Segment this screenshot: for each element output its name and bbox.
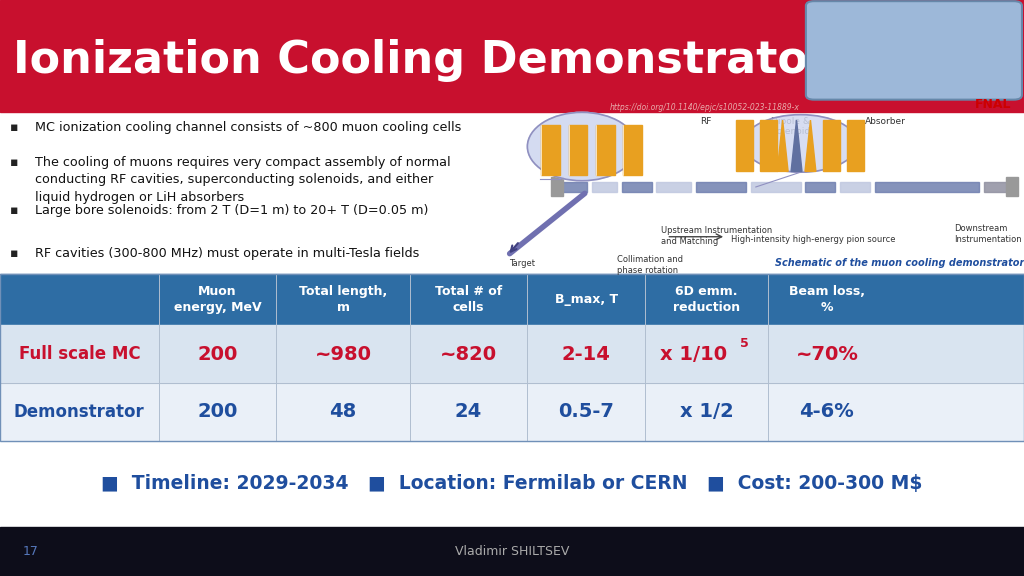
Text: ~820: ~820 xyxy=(440,345,497,363)
Bar xyxy=(568,125,588,175)
Text: ▪: ▪ xyxy=(10,156,18,169)
Text: Full scale MC: Full scale MC xyxy=(18,345,140,363)
Text: Large bore solenoids: from 2 T (D=1 m) to 20+ T (D=0.05 m): Large bore solenoids: from 2 T (D=1 m) t… xyxy=(35,204,428,218)
Text: The cooling of muons requires very compact assembly of normal
conducting RF cavi: The cooling of muons requires very compa… xyxy=(35,156,451,203)
Text: Ionization Cooling Demonstrator: Ionization Cooling Demonstrator xyxy=(13,39,830,82)
Bar xyxy=(823,120,841,172)
Text: MC ionization cooling channel consists of ~800 muon cooling cells: MC ionization cooling channel consists o… xyxy=(35,121,461,134)
Bar xyxy=(0,274,1024,325)
Bar xyxy=(592,181,616,192)
Bar xyxy=(0,274,1024,441)
Text: Collimation and
phase rotation: Collimation and phase rotation xyxy=(616,255,683,275)
Text: 24: 24 xyxy=(455,403,482,421)
Text: Upstream Instrumentation
and Matching: Upstream Instrumentation and Matching xyxy=(662,226,773,246)
Text: Total length,
m: Total length, m xyxy=(299,285,387,314)
Bar xyxy=(0,527,1024,576)
Text: 2-14: 2-14 xyxy=(562,345,610,363)
Text: 48: 48 xyxy=(330,403,356,421)
Ellipse shape xyxy=(527,112,637,181)
Text: 5: 5 xyxy=(740,338,750,350)
Text: 6D emm.
reduction: 6D emm. reduction xyxy=(673,285,740,314)
Bar xyxy=(542,125,560,175)
Text: https://doi.org/10.1140/epjc/s10052-023-11889-x: https://doi.org/10.1140/epjc/s10052-023-… xyxy=(609,103,799,112)
Bar xyxy=(874,181,979,192)
Text: ▪: ▪ xyxy=(10,274,18,287)
Text: 200: 200 xyxy=(198,403,238,421)
Text: High-intensity high-energy pion source: High-intensity high-energy pion source xyxy=(731,235,895,244)
Polygon shape xyxy=(792,120,802,172)
Bar xyxy=(1006,177,1018,196)
Text: FNAL: FNAL xyxy=(975,97,1012,111)
Text: Muon
energy, MeV: Muon energy, MeV xyxy=(174,285,261,314)
Bar xyxy=(551,177,563,196)
Text: ■  Timeline: 2029-2034   ■  Location: Fermilab or CERN   ■  Cost: 200-300 M$: ■ Timeline: 2029-2034 ■ Location: Fermil… xyxy=(101,475,923,493)
Text: x 1/2: x 1/2 xyxy=(680,403,733,421)
Bar xyxy=(984,181,1014,192)
FancyBboxPatch shape xyxy=(806,1,1022,100)
Text: RF cavities (300-800 MHz) must operate in multi-Tesla fields: RF cavities (300-800 MHz) must operate i… xyxy=(35,247,419,260)
Text: RF: RF xyxy=(700,117,712,126)
Polygon shape xyxy=(777,120,788,172)
Text: 0.5-7: 0.5-7 xyxy=(558,403,614,421)
Text: ▪: ▪ xyxy=(10,121,18,134)
Text: Vladimir SHILTSEV: Vladimir SHILTSEV xyxy=(455,545,569,558)
Bar xyxy=(0,383,1024,441)
Bar xyxy=(562,181,587,192)
Text: B_max, T: B_max, T xyxy=(555,293,617,306)
Text: 4-6%: 4-6% xyxy=(800,403,854,421)
Bar xyxy=(751,181,801,192)
Text: Total # of
cells: Total # of cells xyxy=(435,285,502,314)
Bar xyxy=(696,181,745,192)
Text: ▪: ▪ xyxy=(10,204,18,218)
Bar xyxy=(841,181,870,192)
Bar xyxy=(0,0,1024,112)
Text: Target: Target xyxy=(509,259,536,267)
Text: Demonstrator: Demonstrator xyxy=(14,403,144,421)
Polygon shape xyxy=(805,120,816,172)
Text: 17: 17 xyxy=(23,545,39,558)
Bar xyxy=(622,181,651,192)
Ellipse shape xyxy=(743,115,858,172)
Text: Downstream
Instrumentation: Downstream Instrumentation xyxy=(954,224,1022,244)
Text: Wedge-shaped  absorbers must and large muon beam intensities: Wedge-shaped absorbers must and large mu… xyxy=(35,274,454,287)
Bar xyxy=(736,120,754,172)
Text: Schematic of the muon cooling demonstrator: Schematic of the muon cooling demonstrat… xyxy=(775,258,1024,268)
Bar xyxy=(596,125,614,175)
Bar xyxy=(760,120,777,172)
Text: Absorber: Absorber xyxy=(864,117,905,126)
Text: Beam loss,
%: Beam loss, % xyxy=(788,285,865,314)
Text: ~980: ~980 xyxy=(314,345,372,363)
Text: x 1/10: x 1/10 xyxy=(659,345,727,363)
Bar xyxy=(0,325,1024,383)
Text: ~70%: ~70% xyxy=(796,345,858,363)
Text: ▪: ▪ xyxy=(10,247,18,260)
Text: Dipole &
Solenoid: Dipole & Solenoid xyxy=(771,117,810,137)
Bar xyxy=(624,125,642,175)
Bar xyxy=(806,181,836,192)
Text: 200: 200 xyxy=(198,345,238,363)
Bar xyxy=(656,181,691,192)
Bar xyxy=(847,120,864,172)
Bar xyxy=(0,112,1024,527)
